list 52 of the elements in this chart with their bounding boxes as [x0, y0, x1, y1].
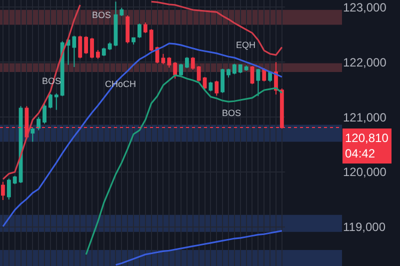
candlestick	[149, 28, 154, 52]
candlestick	[262, 68, 266, 82]
y-tick-label: 119,000	[343, 220, 386, 234]
line-series	[85, 74, 283, 256]
annotation: EQH	[236, 40, 256, 50]
annotation: BOS	[92, 10, 112, 20]
candlestick	[232, 63, 236, 75]
ref-line-label: 120,810 04:42	[345, 131, 389, 161]
line-series	[2, 42, 283, 228]
candlestick	[138, 23, 142, 38]
candlestick	[226, 68, 230, 78]
y-tick-label: 121,000	[343, 110, 387, 124]
candlestick	[208, 81, 213, 92]
candlestick	[214, 80, 219, 96]
candlestick	[12, 175, 17, 185]
y-tick-label: 123,000	[343, 0, 387, 14]
candlestick	[30, 128, 35, 142]
candlestick	[84, 36, 88, 54]
line-series	[114, 230, 283, 266]
candlestick	[60, 40, 64, 97]
y-tick-label: 122,000	[343, 55, 387, 70]
candlestick	[78, 35, 82, 59]
candlestick	[196, 65, 201, 82]
candlestick	[1, 181, 5, 201]
candlestick	[6, 178, 11, 200]
candlestick	[42, 102, 46, 124]
candlestick	[54, 92, 58, 110]
candlestick	[126, 14, 130, 44]
candlestick	[132, 36, 136, 46]
candlestick	[220, 68, 225, 94]
candlestick	[173, 62, 178, 80]
candlestick	[161, 53, 166, 65]
candlestick	[102, 47, 106, 57]
candlestick	[90, 37, 94, 59]
candlestick	[120, 7, 124, 16]
candlestick	[167, 56, 172, 68]
y-tick-label: 120,000	[343, 165, 387, 180]
candlestick	[143, 22, 148, 34]
candlestick	[36, 116, 41, 131]
candlestick	[48, 93, 52, 109]
candlestick	[96, 50, 100, 60]
candlestick	[185, 56, 189, 69]
annotation: BOS	[222, 108, 242, 118]
candlestick	[108, 42, 112, 51]
candlestick	[179, 63, 183, 76]
candlestick	[66, 38, 70, 66]
candlestick	[114, 1, 118, 47]
candlestick	[238, 64, 242, 74]
candlestick	[72, 35, 76, 68]
candlestick	[190, 56, 195, 70]
candlestick	[244, 64, 248, 72]
candlestick	[256, 68, 260, 97]
